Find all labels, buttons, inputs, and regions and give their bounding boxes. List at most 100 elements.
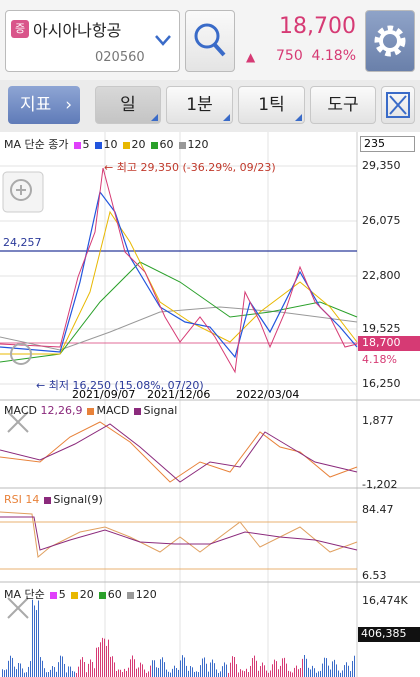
volume-bar	[188, 670, 189, 677]
low-annotation: ← 최저 16,250 (15.08%, 07/20)	[36, 379, 204, 392]
volume-bar	[246, 668, 247, 677]
volume-bar	[36, 610, 37, 677]
search-button[interactable]	[185, 10, 235, 72]
volume-bar	[96, 647, 97, 677]
volume-bar	[334, 659, 335, 677]
volume-bar	[280, 665, 281, 677]
indicator-button[interactable]: 지표 ›	[8, 86, 80, 124]
volume-bar	[206, 663, 207, 677]
tab[interactable]: 1분	[166, 86, 233, 124]
volume-bar	[106, 645, 107, 677]
volume-bar	[120, 669, 121, 677]
dropdown-icon[interactable]	[152, 30, 174, 50]
volume-bar	[138, 667, 139, 677]
volume-bar	[154, 660, 155, 677]
tab[interactable]: 도구	[310, 86, 376, 124]
volume-bar	[204, 657, 205, 677]
volume-bar	[292, 672, 293, 677]
volume-bar	[290, 671, 291, 677]
macd-signal	[0, 423, 358, 483]
volume-bar	[82, 657, 83, 677]
volume-bar	[28, 666, 29, 677]
volume-bar	[322, 663, 323, 677]
volume-bar	[146, 672, 147, 677]
volume-bar	[180, 660, 181, 677]
zoom-in[interactable]	[2, 171, 44, 213]
volume-bar	[122, 672, 123, 677]
volume-bar	[340, 672, 341, 677]
volume-bar	[94, 668, 95, 677]
volume-bar	[166, 669, 167, 677]
volume-bar	[108, 639, 109, 677]
volume-bar	[354, 655, 355, 677]
volume-bar	[78, 666, 79, 677]
y-label: 16,474K	[362, 594, 408, 607]
volume-bar	[294, 667, 295, 677]
volume-bar	[54, 667, 55, 677]
volume-bar	[74, 671, 75, 677]
volume-bar	[308, 667, 309, 677]
volume-bar	[324, 657, 325, 677]
volume-bar	[184, 657, 185, 677]
volume-bar	[22, 668, 23, 677]
volume-bar	[300, 668, 301, 677]
volume-bar	[194, 671, 195, 677]
volume-bar	[112, 656, 113, 677]
rate-tag: 4.18%	[362, 353, 397, 366]
volume-bar	[92, 662, 93, 677]
legend-item: MACD	[96, 404, 130, 417]
volume-bar	[32, 599, 33, 677]
volume-bar	[46, 672, 47, 677]
volume-bar	[200, 665, 201, 677]
tab[interactable]: 일	[95, 86, 161, 124]
volume-bar	[182, 655, 183, 677]
volume-bar	[100, 642, 101, 677]
zoom-out[interactable]	[10, 343, 32, 365]
legend-item: 5	[58, 588, 66, 601]
volume-bar	[218, 672, 219, 677]
stock-name: 아시아나항공	[33, 21, 122, 40]
volume-bar	[48, 672, 49, 677]
legend-item: 120	[187, 138, 209, 151]
legend-item: 10	[103, 138, 118, 151]
volume-bar	[330, 669, 331, 677]
ma20	[0, 210, 358, 355]
legend-item: 5	[82, 138, 90, 151]
volume-bar	[174, 665, 175, 677]
volume-bar	[76, 672, 77, 677]
macd-params: 12,26,9	[40, 404, 83, 417]
volume-bar	[306, 658, 307, 677]
volume-bar	[144, 669, 145, 677]
count-box[interactable]: 235	[360, 136, 415, 152]
volume-bar	[302, 658, 303, 677]
volume-bar	[224, 662, 225, 677]
volume-bar	[320, 670, 321, 677]
volume-bar	[274, 659, 275, 677]
volume-bar	[282, 658, 283, 677]
volume-bar	[90, 659, 91, 677]
expand-button[interactable]	[381, 86, 415, 124]
volume-bar	[284, 657, 285, 677]
volume-bar	[124, 668, 125, 677]
volume-bar	[56, 671, 57, 677]
volume-bar	[42, 660, 43, 677]
y-label: 84.47	[362, 503, 394, 516]
stock-selector[interactable]	[5, 10, 180, 72]
volume-bar	[20, 663, 21, 677]
settings-button[interactable]	[365, 10, 415, 72]
price-candles	[0, 167, 358, 374]
volume-bar	[256, 660, 257, 677]
volume-bar	[286, 663, 287, 677]
volume-bar	[44, 668, 45, 677]
tab[interactable]: 1틱	[238, 86, 305, 124]
volume-bar	[350, 671, 351, 677]
volume-bar	[196, 671, 197, 677]
y-label: -1,202	[362, 478, 398, 491]
volume-bar	[10, 655, 11, 677]
volume-bar	[328, 665, 329, 677]
volume-bar	[178, 669, 179, 677]
volume-bar	[84, 662, 85, 677]
volume-bar	[98, 647, 99, 677]
volume-bar	[220, 671, 221, 677]
main-legend: MA 단순 종가 5 10 20 60 120	[4, 136, 209, 152]
